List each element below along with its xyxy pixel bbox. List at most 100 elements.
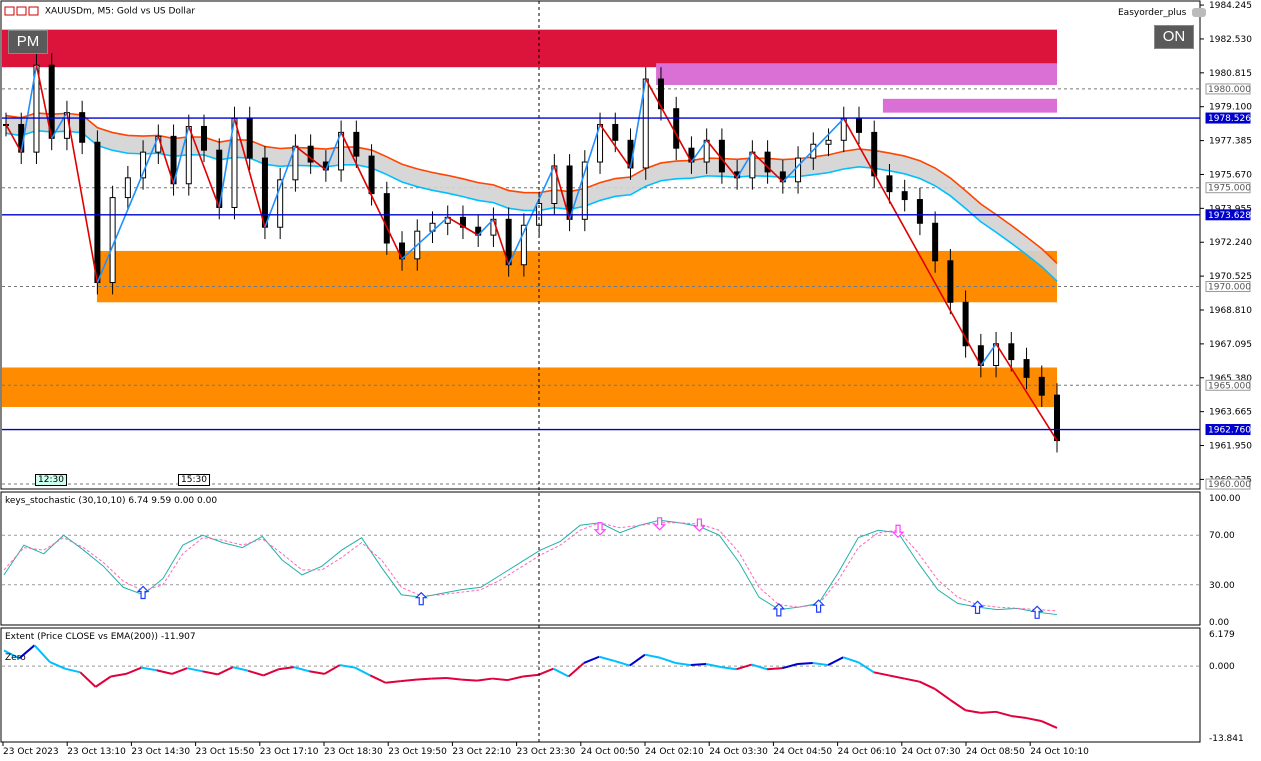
candle-body-34 — [520, 224, 527, 266]
extent-tick-1: 0.000 — [1209, 662, 1235, 672]
extent-segment-6 — [95, 675, 112, 688]
extent-segment-38 — [583, 655, 600, 664]
candle-body-58 — [886, 175, 893, 193]
extent-segment-25 — [385, 680, 401, 684]
zigzag-segment-27 — [736, 151, 754, 179]
zigzag-segment-0 — [5, 124, 22, 153]
zigzag-layer — [5, 65, 1058, 442]
arrow-down-icon-7 — [891, 524, 905, 539]
extent-segment-7 — [110, 672, 127, 678]
extent-segment-8 — [125, 666, 142, 675]
x-tick-label-15: 24 Oct 08:50 — [966, 747, 1025, 757]
zigzag-segment-2 — [35, 65, 53, 139]
extent-segment-45 — [690, 663, 707, 667]
candle-body-40 — [612, 123, 619, 141]
candle-body-38 — [581, 161, 588, 220]
candle-body-16 — [246, 118, 253, 159]
zigzag-segment-14 — [340, 132, 403, 260]
stoch-tick-0: 100.00 — [1209, 494, 1241, 504]
extent-segment-4 — [64, 667, 81, 674]
extent-segment-20 — [309, 670, 325, 675]
zigzag-segment-7 — [172, 126, 190, 184]
extent-segment-54 — [827, 656, 844, 666]
x-tick-label-13: 24 Oct 06:10 — [838, 747, 897, 757]
extent-segment-29 — [446, 677, 462, 681]
candle-body-67 — [1023, 359, 1030, 378]
y-tick-label-11: 1965.380 — [1209, 374, 1252, 384]
extent-segment-39 — [598, 655, 615, 662]
extent-tick-0: 6.179 — [1209, 630, 1235, 640]
extent-title: Extent (Price CLOSE vs EMA(200)) -11.907 — [5, 632, 196, 642]
stochastic-title: keys_stochastic (30,10,10) 6.74 9.59 0.0… — [5, 496, 218, 506]
y-tick-label-3: 1979.100 — [1209, 103, 1252, 113]
extent-segment-14 — [217, 666, 234, 676]
price-label-box-2 — [1205, 182, 1251, 194]
zero-label: Zero — [5, 653, 26, 663]
zone-2 — [882, 98, 1057, 113]
extent-segment-51 — [782, 663, 798, 670]
zone-0 — [2, 29, 1057, 68]
zigzag-segment-1 — [20, 65, 38, 153]
extent-segment-62 — [949, 699, 966, 712]
extent-segment-27 — [415, 677, 432, 681]
price-label-5: 1965.000 — [1208, 381, 1251, 391]
window-title-row: XAUUSDm, M5: Gold vs US Dollar — [4, 6, 195, 17]
candle-body-45 — [688, 147, 695, 163]
y-tick-label-8: 1970.525 — [1209, 272, 1252, 282]
y-tick-label-7: 1972.240 — [1209, 238, 1252, 248]
candle-body-18 — [277, 179, 284, 228]
price-label-2: 1975.000 — [1208, 184, 1251, 194]
extent-segment-12 — [186, 667, 203, 673]
pm-button[interactable]: PM — [8, 30, 48, 54]
extent-segment-43 — [659, 656, 676, 664]
price-label-0: 1980.000 — [1208, 85, 1251, 95]
arrow-up-icon-0 — [136, 585, 150, 600]
candle-body-66 — [1008, 343, 1015, 361]
zigzag-segment-25 — [690, 139, 708, 163]
extent-segment-37 — [567, 662, 585, 678]
arrow-down-icon-2 — [593, 522, 607, 536]
candle-body-50 — [764, 151, 771, 173]
chart-window-icon — [4, 6, 42, 16]
candle-body-25 — [383, 193, 390, 244]
zigzag-segment-8 — [188, 126, 220, 208]
x-tick-label-2: 23 Oct 14:30 — [131, 747, 190, 757]
stochastic-frame — [0, 491, 1201, 626]
zigzag-segment-17 — [477, 218, 494, 236]
candle-body-61 — [932, 222, 939, 262]
extent-segment-10 — [156, 669, 173, 675]
extent-segment-49 — [751, 663, 768, 671]
zigzag-segment-28 — [751, 151, 784, 183]
extent-segment-67 — [1026, 717, 1042, 723]
extent-frame — [0, 627, 1201, 743]
stoch-tick-1: 70.00 — [1209, 531, 1235, 541]
extent-segment-61 — [934, 688, 951, 701]
extent-segment-2 — [33, 644, 51, 663]
candle-body-30 — [459, 216, 466, 228]
extent-segment-63 — [965, 709, 981, 714]
extent-segment-68 — [1041, 720, 1058, 729]
on-button[interactable]: ON — [1154, 25, 1194, 49]
extent-segment-42 — [644, 653, 661, 659]
hlines-layer — [2, 117, 1200, 431]
zigzag-segment-24 — [645, 78, 693, 163]
extent-segment-15 — [232, 666, 249, 672]
candle-body-20 — [307, 145, 314, 163]
extent-segment-34 — [522, 673, 539, 678]
price-label-3: 1973.628 — [1208, 211, 1251, 221]
extent-segment-23 — [354, 666, 371, 677]
candle-body-17 — [261, 157, 268, 228]
arrow-up-icon-9 — [1030, 605, 1044, 619]
zigzag-segment-22 — [599, 124, 632, 169]
extent-segment-48 — [736, 663, 753, 671]
candle-body-24 — [368, 155, 375, 195]
extent-segment-24 — [369, 674, 386, 684]
candle-body-8 — [124, 177, 131, 199]
extent-segment-59 — [904, 677, 920, 683]
extent-segment-60 — [919, 680, 936, 690]
candle-body-6 — [94, 141, 101, 284]
zigzag-segment-15 — [401, 216, 449, 260]
zigzag-segment-11 — [264, 145, 297, 228]
zigzag-segment-3 — [51, 112, 68, 139]
